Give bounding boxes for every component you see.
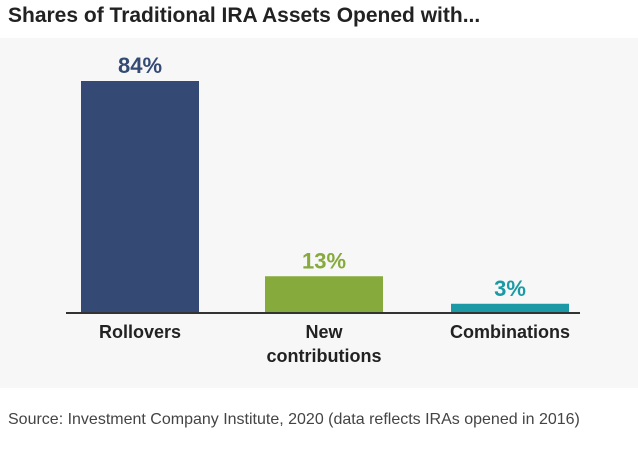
data-label-2: 3% <box>494 276 526 301</box>
data-label-1: 13% <box>302 248 346 273</box>
category-label-1-0: New <box>305 322 343 342</box>
category-label-0-0: Rollovers <box>99 322 181 342</box>
category-label-2-0: Combinations <box>450 322 570 342</box>
data-label-0: 84% <box>118 53 162 78</box>
bar-0 <box>81 81 199 312</box>
bar-1 <box>265 276 383 312</box>
chart-title: Shares of Traditional IRA Assets Opened … <box>8 4 481 27</box>
source-note: Source: Investment Company Institute, 20… <box>8 411 580 428</box>
category-label-1-1: contributions <box>267 346 382 366</box>
bar-2 <box>451 303 569 312</box>
bar-chart: 84% Rollovers 13% New contributions 3% Combina… <box>66 53 580 366</box>
